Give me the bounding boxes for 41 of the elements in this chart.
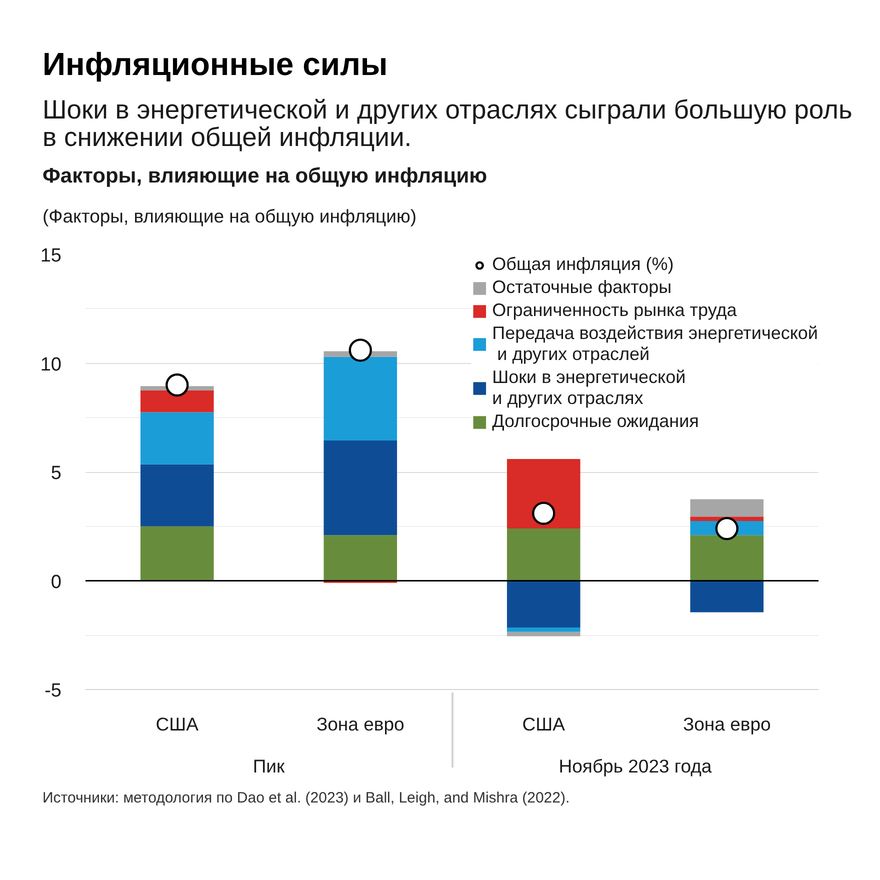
y-tick-label: 5 xyxy=(50,463,62,484)
legend-label: Долгосрочные ожидания xyxy=(492,411,699,432)
bar xyxy=(506,632,580,636)
legend-label: Шоки в энергетической и других отраслях xyxy=(492,367,686,409)
legend-label: Общая инфляция (%) xyxy=(492,254,674,275)
x-tick-label: Зона евро xyxy=(316,714,404,734)
legend-label: Остаточные факторы xyxy=(492,277,672,298)
bar xyxy=(506,528,580,581)
y-tick-label: 10 xyxy=(40,354,62,376)
text: Источники: методология по Dao et al. (2023) и Ball, Leigh, and Mishra (2022). xyxy=(42,790,570,806)
y-tick-label: -5 xyxy=(44,680,62,702)
bar xyxy=(140,390,214,412)
text: Факторы, влияющие на общую инфляцию xyxy=(42,164,488,188)
bar xyxy=(690,499,764,517)
bar xyxy=(506,458,580,529)
legend-label: Ограниченность рынка труда xyxy=(492,300,737,321)
bar xyxy=(324,535,398,581)
bar xyxy=(690,580,764,612)
bar xyxy=(506,580,580,628)
bar xyxy=(140,412,214,464)
point xyxy=(348,338,372,362)
y-tick-label: 15 xyxy=(40,246,62,266)
point xyxy=(166,373,189,397)
point xyxy=(715,516,738,540)
y-tick-label: 0 xyxy=(50,572,62,593)
bar xyxy=(506,628,580,632)
chart-title: Инфляционные силы xyxy=(42,46,388,82)
legend-label: Передача воздействия энергетической и других отраслей xyxy=(492,323,818,365)
text: Пик xyxy=(252,756,286,776)
bar xyxy=(324,440,398,536)
chart-subtitle: Шоки в энергетической и других отраслях сыграли большую роль в снижении общей инфляции. xyxy=(42,94,852,152)
point xyxy=(532,502,556,525)
x-tick-label: Зона евро xyxy=(682,714,771,734)
bar xyxy=(140,464,214,526)
x-tick-label: США xyxy=(156,714,200,734)
y-axis-title: (Факторы, влияющие на общую инфляцию) xyxy=(42,206,417,226)
bar xyxy=(324,356,398,440)
bar xyxy=(690,535,764,581)
x-tick-label: США xyxy=(522,714,566,734)
text: Ноябрь 2023 года xyxy=(558,756,712,776)
bar xyxy=(140,526,214,581)
